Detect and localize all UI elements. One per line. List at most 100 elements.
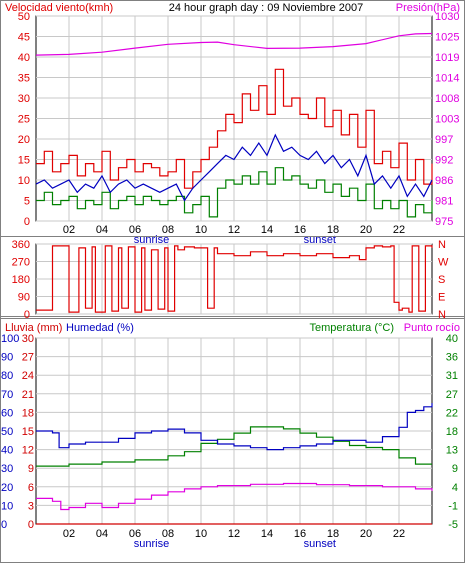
- pressure-y-tick-right: 1008: [435, 93, 459, 105]
- wind-x-tick: 22: [393, 224, 405, 236]
- temperature-y-tick: 27: [446, 389, 458, 401]
- direction-y-tick-left: 270: [12, 257, 30, 269]
- direction-compass-tick: N: [438, 239, 446, 251]
- climate-x-tick: 18: [327, 528, 339, 540]
- wind-x-tick: 12: [228, 224, 240, 236]
- rain-y-tick: 21: [22, 389, 34, 401]
- humidity-y-tick: 80: [1, 370, 13, 382]
- humidity-y-tick: 30: [1, 463, 13, 475]
- temperature-line: [36, 426, 432, 467]
- rain-y-tick: 12: [22, 445, 34, 457]
- humidity-y-tick: 70: [1, 389, 13, 401]
- pressure-y-tick-right: 992: [435, 155, 453, 167]
- sunrise-label-2: sunrise: [134, 538, 169, 550]
- rain-y-tick: 9: [28, 463, 34, 475]
- humidity-y-tick: 60: [1, 407, 13, 419]
- wind-gust-line: [36, 68, 433, 189]
- temperature-axis-title: Temperatura (°C): [310, 322, 394, 334]
- wind-x-tick: 20: [360, 224, 372, 236]
- wind-y-tick-left: 40: [18, 52, 30, 64]
- humidity-line: [36, 403, 433, 451]
- pressure-y-tick-right: 981: [435, 196, 453, 208]
- wind-x-tick: 16: [294, 224, 306, 236]
- temperature-y-tick: 40: [446, 333, 458, 345]
- wind-x-tick: 10: [195, 224, 207, 236]
- temperature-y-tick: 18: [446, 426, 458, 438]
- temperature-y-tick: 4: [452, 482, 458, 494]
- humidity-y-tick: 40: [1, 445, 13, 457]
- direction-compass-tick: S: [438, 274, 445, 286]
- humidity-axis-title: Humedad (%): [66, 322, 134, 334]
- rain-y-tick: 30: [22, 333, 34, 345]
- wind-y-tick-left: 5: [24, 196, 30, 208]
- climate-x-tick: 22: [393, 528, 405, 540]
- wind-y-tick-left: 15: [18, 155, 30, 167]
- direction-y-tick-left: 360: [12, 239, 30, 251]
- wind-min-line: [36, 167, 433, 218]
- wind-x-tick: 04: [96, 224, 108, 236]
- wind-y-tick-left: 30: [18, 93, 30, 105]
- dew-point-line: [36, 482, 433, 511]
- wind-x-tick: 18: [327, 224, 339, 236]
- climate-x-tick: 12: [228, 528, 240, 540]
- sunset-label-2: sunset: [304, 538, 336, 550]
- rain-y-tick: 6: [28, 482, 34, 494]
- wind-y-tick-left: 35: [18, 73, 30, 85]
- climate-x-tick: 20: [360, 528, 372, 540]
- wind-x-tick: 08: [162, 224, 174, 236]
- wind-x-tick: 02: [63, 224, 75, 236]
- direction-y-tick-left: 180: [12, 274, 30, 286]
- climate-x-tick: 08: [162, 528, 174, 540]
- rain-y-tick: 24: [22, 370, 34, 382]
- rain-y-tick: 0: [28, 519, 34, 531]
- pressure-y-tick-right: 997: [435, 134, 453, 146]
- temperature-y-tick: -1: [448, 500, 458, 512]
- wind-axis-title: Velocidad viento(kmh): [5, 2, 113, 14]
- wind-y-tick-left: 0: [24, 216, 30, 228]
- temperature-y-tick: 13: [446, 445, 458, 457]
- humidity-y-tick: 50: [1, 426, 13, 438]
- climate-x-tick: 06: [129, 528, 141, 540]
- climate-x-tick: 16: [294, 528, 306, 540]
- rain-axis-title: Lluvia (mm): [5, 322, 62, 334]
- humidity-y-tick: 90: [1, 352, 13, 364]
- rain-y-tick: 27: [22, 352, 34, 364]
- temperature-y-tick: 22: [446, 407, 458, 419]
- direction-compass-tick: N: [438, 309, 446, 321]
- humidity-y-tick: 0: [1, 519, 7, 531]
- pressure-y-tick-right: 1025: [435, 32, 459, 44]
- wind-average-line: [35, 133, 433, 202]
- climate-x-tick: 14: [261, 528, 273, 540]
- pressure-y-tick-right: 1014: [435, 73, 459, 85]
- temperature-y-tick: 31: [446, 370, 458, 382]
- temperature-y-tick: 36: [446, 352, 458, 364]
- pressure-y-tick-right: 1030: [435, 11, 459, 23]
- wind-y-tick-left: 50: [18, 11, 30, 23]
- climate-x-tick: 10: [195, 528, 207, 540]
- wind-x-tick: 06: [129, 224, 141, 236]
- climate-x-tick: 04: [96, 528, 108, 540]
- climate-x-tick: 02: [63, 528, 75, 540]
- wind-x-tick: 14: [261, 224, 273, 236]
- rain-y-tick: 15: [22, 426, 34, 438]
- temperature-y-tick: 9: [452, 463, 458, 475]
- temperature-y-tick: -5: [448, 519, 458, 531]
- humidity-y-tick: 10: [1, 500, 13, 512]
- pressure-y-tick-right: 1003: [435, 114, 459, 126]
- pressure-line: [35, 32, 433, 56]
- wind-y-tick-left: 10: [18, 175, 30, 187]
- rain-y-tick: 18: [22, 407, 34, 419]
- wind-y-tick-left: 45: [18, 32, 30, 44]
- wind-y-tick-left: 20: [18, 134, 30, 146]
- wind-y-tick-left: 25: [18, 114, 30, 126]
- pressure-axis-title: Presión(hPa): [396, 2, 460, 14]
- direction-y-tick-left: 0: [24, 309, 30, 321]
- pressure-y-tick-right: 1019: [435, 52, 459, 64]
- rain-y-tick: 3: [28, 500, 34, 512]
- pressure-y-tick-right: 975: [435, 216, 453, 228]
- direction-y-tick-left: 90: [18, 292, 30, 304]
- pressure-y-tick-right: 986: [435, 175, 453, 187]
- wind-direction-line: [36, 245, 433, 313]
